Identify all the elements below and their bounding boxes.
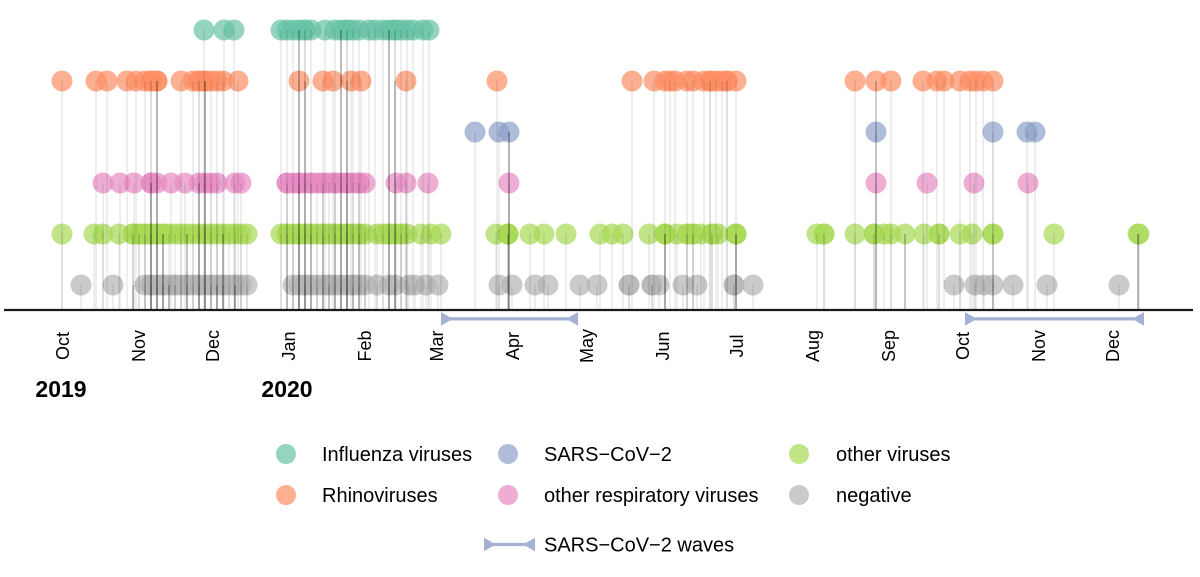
svg-text:Feb: Feb [355,330,375,361]
svg-text:Influenza viruses: Influenza viruses [322,444,472,466]
svg-text:Nov: Nov [1029,330,1049,362]
svg-text:negative: negative [836,485,912,507]
svg-text:Aug: Aug [803,330,823,362]
svg-text:Apr: Apr [503,332,523,360]
svg-text:Mar: Mar [427,330,447,361]
svg-text:Oct: Oct [953,332,973,360]
svg-text:Jun: Jun [653,331,673,360]
svg-text:Sep: Sep [879,330,899,362]
svg-text:2019: 2019 [35,376,86,402]
svg-text:Rhinoviruses: Rhinoviruses [322,485,438,507]
svg-text:SARS−CoV−2 waves: SARS−CoV−2 waves [544,535,734,557]
svg-text:SARS−CoV−2: SARS−CoV−2 [544,444,672,466]
svg-text:Jul: Jul [727,334,747,357]
svg-text:Nov: Nov [129,330,149,362]
svg-text:2020: 2020 [261,376,312,402]
svg-text:May: May [577,329,597,363]
svg-text:other respiratory viruses: other respiratory viruses [544,485,759,507]
svg-text:Dec: Dec [1103,330,1123,362]
svg-text:Jan: Jan [279,331,299,360]
svg-text:Oct: Oct [53,332,73,360]
svg-text:Dec: Dec [203,330,223,362]
svg-text:other viruses: other viruses [836,444,951,466]
